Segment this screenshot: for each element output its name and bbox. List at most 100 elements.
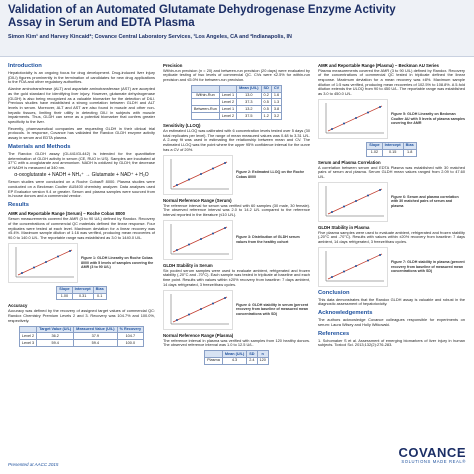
figure-plot xyxy=(163,289,233,330)
paragraph: This data demonstrates that the Randox G… xyxy=(318,296,465,307)
data-table: Slope Intercept Bias 1.00 0.31 0.1 xyxy=(56,285,107,301)
table-cell: 13.2 xyxy=(236,105,262,114)
paragraph: The Randox GLDH assay (GL441/GL442) is i… xyxy=(8,150,155,170)
paragraph: Plasma measurements covered the AMR (3 t… xyxy=(318,67,465,97)
table-cell: 100.0 xyxy=(116,339,145,348)
subsection-heading: Sensitivity (LLOQ) xyxy=(163,123,201,129)
figure-plot xyxy=(318,98,388,139)
table-cell: 59.4 xyxy=(73,339,118,348)
subsection-heading: AMR and Reportable Range (Plasma) – Beck… xyxy=(318,62,439,68)
table-cell: Target Value (U/L) xyxy=(36,325,75,334)
header: Validation of an Automated Glutamate Deh… xyxy=(0,0,474,57)
section-heading: References xyxy=(318,330,350,337)
table-cell: 36.2 xyxy=(36,332,75,341)
subsection-heading: AMR and Reportable Range (Serum) – Roche… xyxy=(8,211,125,217)
data-table: Mean (U/L) SD n Plasma 4.3 2.4 120 xyxy=(204,349,269,365)
table-cell: 13.0 xyxy=(236,91,262,100)
table-cell: 1.00 xyxy=(56,292,73,301)
table-row: 1.02 0.15 1.8 xyxy=(366,148,417,157)
data-table: Slope Intercept Bias 1.02 0.15 1.8 xyxy=(366,141,417,157)
figure-caption: Figure 2: Estimated LLOQ on the Roche Co… xyxy=(236,170,305,179)
paragraph: Recently, pharmaceutical companies are r… xyxy=(8,125,155,141)
table-cell: Mean (U/L) xyxy=(236,84,262,93)
table-cell xyxy=(190,112,220,121)
paragraph: The authors acknowledge Covance colleagu… xyxy=(318,317,465,327)
paragraph: The reference interval in plasma was ver… xyxy=(163,337,310,348)
table-cell: 3.8 xyxy=(270,105,283,114)
table-cell: Level 3 xyxy=(18,339,38,348)
figure-plot xyxy=(163,154,233,195)
table-row: 1.00 0.31 0.1 xyxy=(56,292,107,301)
paragraph: A correlation between serum and EDTA Pla… xyxy=(318,164,465,179)
table-cell: 1.02 xyxy=(366,148,383,157)
table-cell: 1.8 xyxy=(402,148,417,157)
figure-plot xyxy=(163,219,233,260)
table-cell xyxy=(204,349,223,358)
title: Validation of an Automated Glutamate Deh… xyxy=(8,4,396,29)
data-table: Mean (U/L) SD CV Within-Run Level 1 13.0 0.2 1.… xyxy=(190,84,283,121)
subsection-heading: GLDH Stability in Serum xyxy=(163,262,213,268)
table-row: Mean (U/L) SD n xyxy=(204,349,269,358)
table-cell: Mean (U/L) xyxy=(221,349,248,358)
section-heading: Results xyxy=(8,202,29,209)
section-heading: Conclusion xyxy=(318,289,350,296)
table-cell: Plasma xyxy=(204,356,223,365)
table-cell: Intercept xyxy=(381,141,404,150)
table-cell: 1.6 xyxy=(270,91,283,100)
table-row: Slope Intercept Bias xyxy=(56,285,107,294)
table-cell: SD xyxy=(246,349,258,358)
table-cell: 0.5 xyxy=(260,98,272,107)
paragraph: Accuracy was defined by the recovery of … xyxy=(8,308,155,323)
table-cell: 3.2 xyxy=(270,112,283,121)
table-cell xyxy=(190,98,220,107)
table-cell: Level 2 xyxy=(218,98,238,107)
section-heading: Introduction xyxy=(8,63,42,69)
table-row: Level 2 37.3 0.5 1.3 xyxy=(190,98,283,107)
figure-caption: Figure 6: Serum and plasma correlation w… xyxy=(391,195,459,208)
table-row: Level 2 37.5 1.2 3.2 xyxy=(190,112,283,121)
figure: Figure 4: GLDH stability in serum (perce… xyxy=(163,289,310,330)
table-row: Within-Run Level 1 13.0 0.2 1.6 xyxy=(190,91,283,100)
column: AMR and Reportable Range (Plasma) – Beck… xyxy=(318,60,465,436)
table-cell: SD xyxy=(260,84,272,93)
table-cell xyxy=(18,325,38,334)
column: Precision Within-run precision (n = 20) a… xyxy=(163,60,310,436)
subsection-heading: Precision xyxy=(163,62,183,68)
subsection-heading: Normal Reference Range (Serum) xyxy=(163,197,232,203)
paragraph: Six pooled serum samples were used to ev… xyxy=(163,267,310,287)
table-cell: % Recovery xyxy=(116,325,145,334)
table-row: Between-Run Level 1 13.2 0.5 3.8 xyxy=(190,105,283,114)
table-cell: 104.7 xyxy=(116,332,145,341)
table-cell: 120 xyxy=(256,356,269,365)
column: Introduction Hepatotoxicity is an ongoing… xyxy=(8,60,155,436)
paragraph: Alanine aminotransferase (ALT) and aspar… xyxy=(8,86,155,125)
paragraph: 1. Schomaker S et al. Assessment of emer… xyxy=(318,337,465,348)
figure: Figure 7: GLDH stability in plasma (perc… xyxy=(318,246,465,287)
table-cell: Level 2 xyxy=(218,112,238,121)
table-cell: 0.2 xyxy=(260,91,272,100)
table-cell: 59.4 xyxy=(36,339,75,348)
table-cell: Measured Value (U/L) xyxy=(73,325,118,334)
subsection-heading: Serum and Plasma Correlation xyxy=(318,159,381,165)
table-row: Level 3 59.4 59.4 100.0 xyxy=(18,339,145,348)
figure: Figure 5: GLDH Linearity on Beckman Coul… xyxy=(318,98,465,139)
figure-plot xyxy=(8,242,78,283)
table-cell xyxy=(190,84,220,93)
table-row: Plasma 4.3 2.4 120 xyxy=(204,356,269,365)
table-cell: Bias xyxy=(92,285,107,294)
table-cell: Between-Run xyxy=(190,105,220,114)
figure-caption: Figure 1: GLDH Linearity on Roche Cobas … xyxy=(81,256,154,269)
table-cell: Bias xyxy=(402,141,417,150)
figure-caption: Figure 7: GLDH stability in plasma (perc… xyxy=(391,260,465,273)
figure: Figure 2: Estimated LLOQ on the Roche Co… xyxy=(163,154,310,195)
logo: COVANCE SOLUTIONS MADE REAL® xyxy=(398,446,466,464)
figure-plot xyxy=(318,246,388,287)
figure-caption: Figure 4: GLDH stability in serum (perce… xyxy=(236,303,309,316)
figure: Figure 1: GLDH Linearity on Roche Cobas … xyxy=(8,242,155,283)
paragraph: Five plasma samples were used to evaluat… xyxy=(318,229,465,245)
figure: Figure 6: Serum and plasma correlation w… xyxy=(318,181,465,222)
subsection-heading: GLDH Stability in Plasma xyxy=(318,224,370,230)
table-cell: CV xyxy=(270,84,283,93)
table-cell: 0.15 xyxy=(381,148,404,157)
table-row: Level 2 36.2 37.9 104.7 xyxy=(18,332,145,341)
